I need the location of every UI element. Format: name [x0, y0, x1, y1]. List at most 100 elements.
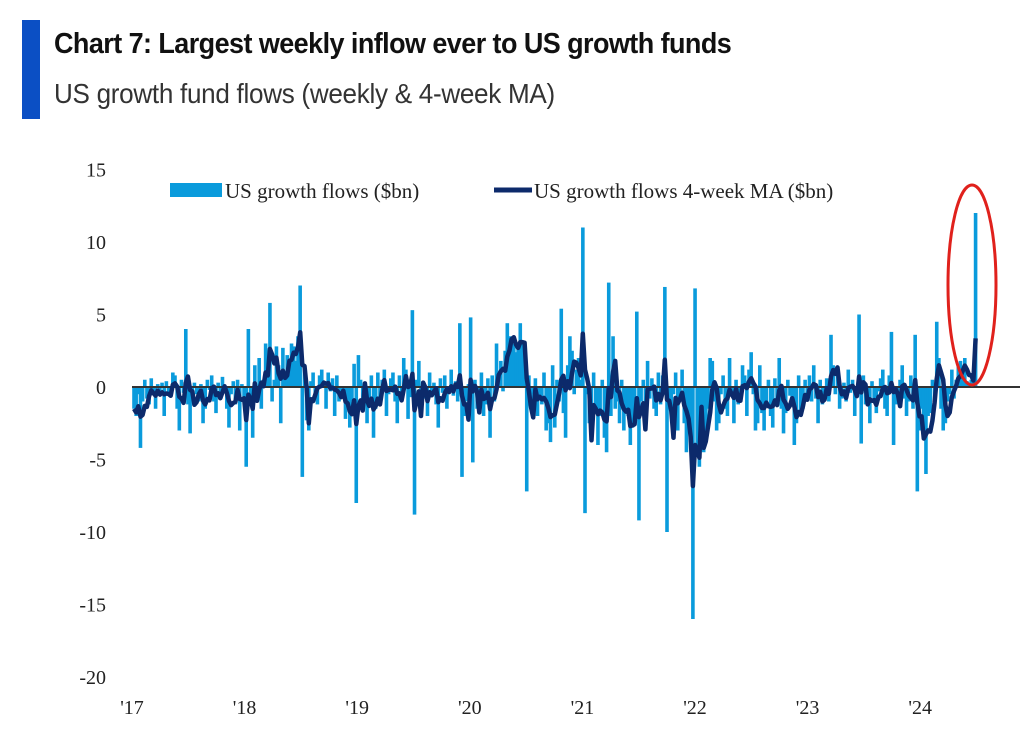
bar	[617, 387, 622, 424]
bar	[818, 379, 823, 387]
x-tick-label: '23	[796, 697, 820, 719]
bar	[755, 387, 760, 424]
bar	[796, 375, 801, 387]
bar	[870, 381, 874, 387]
bar	[846, 369, 851, 387]
x-tick-label: '19	[345, 697, 369, 719]
bar	[872, 387, 876, 402]
bar	[647, 387, 652, 399]
bar	[296, 336, 300, 387]
bar	[220, 376, 225, 387]
bar	[414, 379, 419, 387]
bar	[164, 381, 169, 387]
bar	[947, 387, 952, 395]
bar	[656, 372, 661, 387]
bar	[708, 358, 712, 387]
bar	[773, 378, 777, 387]
bar	[786, 379, 790, 387]
bar	[283, 375, 287, 387]
bar	[516, 349, 520, 387]
bar	[811, 365, 816, 387]
bar	[309, 381, 313, 387]
bar	[719, 387, 723, 395]
bar	[166, 387, 171, 396]
bar	[171, 372, 175, 387]
bar	[179, 379, 184, 387]
bar	[781, 387, 786, 434]
legend-label-ma: US growth flows 4-week MA ($bn)	[534, 179, 833, 203]
bar	[568, 336, 572, 387]
bar	[246, 329, 251, 387]
bar	[183, 329, 188, 387]
bar	[445, 387, 449, 409]
bar	[270, 387, 274, 402]
bar	[757, 365, 762, 387]
ma-line	[132, 330, 978, 489]
bar	[354, 387, 359, 503]
bar	[281, 347, 285, 387]
bar	[803, 379, 807, 387]
bar	[391, 372, 395, 387]
bar	[240, 384, 244, 387]
bar	[134, 387, 138, 416]
bar	[395, 387, 400, 424]
bar	[926, 387, 930, 416]
bar	[887, 375, 892, 387]
bar	[540, 387, 544, 405]
bar	[650, 378, 654, 387]
bar	[809, 387, 814, 402]
x-tick-label: '20	[458, 697, 482, 719]
bar	[494, 343, 499, 387]
y-tick-label: -20	[79, 667, 106, 689]
y-tick-label: 15	[86, 160, 106, 182]
bar	[177, 387, 182, 431]
bar	[408, 387, 413, 398]
bar	[609, 387, 613, 416]
bar	[132, 387, 136, 409]
bar	[829, 334, 833, 387]
bar	[160, 382, 164, 387]
bar	[330, 378, 335, 387]
bar	[742, 375, 747, 387]
y-axis: 15 10 5 0 -5 -10 -15 -20	[79, 160, 106, 690]
bar	[688, 387, 693, 443]
bar	[902, 387, 907, 399]
bar	[291, 346, 296, 387]
bar	[473, 379, 477, 387]
bar	[203, 387, 208, 409]
bar	[919, 387, 924, 409]
bar	[704, 387, 708, 431]
bar	[332, 387, 337, 416]
bar	[311, 372, 315, 387]
bar	[479, 372, 484, 387]
bar	[145, 387, 149, 399]
bar	[550, 365, 555, 387]
bar	[367, 387, 372, 402]
bar	[878, 378, 883, 387]
bar	[136, 387, 141, 395]
bar	[278, 387, 283, 424]
bar	[941, 387, 946, 431]
bar	[289, 343, 294, 387]
bar	[468, 317, 473, 387]
bar	[140, 387, 145, 402]
bar	[934, 321, 939, 387]
bar	[369, 375, 374, 387]
bar	[412, 387, 417, 515]
bar	[356, 355, 361, 387]
bar	[619, 379, 624, 387]
bar	[565, 365, 570, 387]
bar	[824, 378, 829, 387]
bar	[514, 352, 518, 387]
bar	[624, 387, 628, 414]
bar	[244, 387, 249, 467]
bar	[151, 387, 156, 392]
bar	[950, 369, 954, 387]
legend: US growth flows ($bn) US growth flows 4-…	[170, 179, 833, 203]
bar	[721, 375, 725, 387]
bar	[637, 387, 641, 521]
bar	[253, 365, 257, 387]
bar	[259, 387, 264, 409]
bar	[162, 387, 167, 416]
